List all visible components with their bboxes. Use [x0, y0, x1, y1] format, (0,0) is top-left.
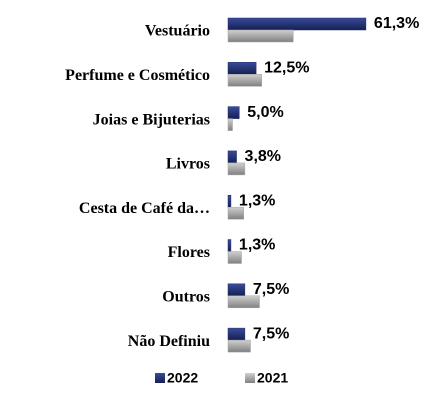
bar [227, 62, 257, 75]
category-label: Vestuário [145, 23, 210, 40]
bar [227, 283, 246, 297]
bar [227, 239, 232, 252]
bar [227, 74, 262, 87]
bar [227, 194, 232, 208]
bar [227, 29, 294, 43]
value-label: 7,5% [253, 281, 289, 298]
value-label: 1,3% [239, 237, 275, 254]
bar [227, 118, 233, 131]
value-label: 3,8% [245, 148, 281, 165]
bar [227, 251, 242, 264]
bar [227, 150, 237, 164]
bar [227, 206, 244, 220]
bar [227, 339, 251, 353]
legend-swatch [245, 373, 255, 383]
bar [227, 327, 246, 341]
legend-label: 2021 [257, 370, 288, 386]
category-label: Flores [168, 244, 210, 261]
value-label: 12,5% [264, 60, 309, 77]
bar [227, 17, 367, 31]
category-label: Outros [162, 288, 210, 305]
category-label: Perfume e Cosmético [65, 67, 210, 84]
bar [227, 295, 260, 309]
value-label: 7,5% [253, 325, 289, 342]
value-label: 1,3% [239, 192, 275, 209]
legend-swatch [155, 373, 165, 383]
category-label: Joias e Bijuterias [93, 111, 210, 128]
bar [227, 106, 240, 119]
bar [227, 162, 246, 176]
value-label: 61,3% [374, 15, 419, 32]
value-label: 5,0% [247, 104, 283, 121]
category-label: Livros [166, 156, 210, 173]
legend-label: 2022 [167, 370, 198, 386]
category-label: Cesta de Café da… [79, 200, 210, 217]
category-label: Não Definiu [128, 333, 210, 350]
